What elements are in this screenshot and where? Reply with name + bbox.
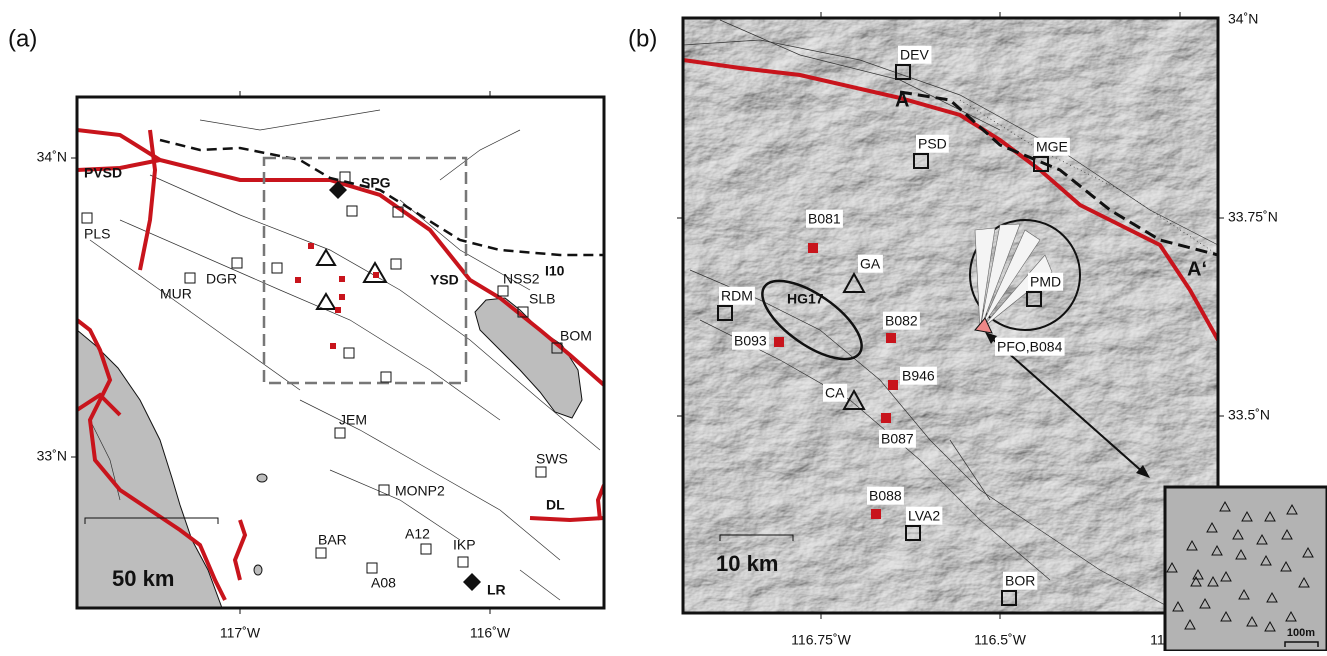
strainmeter-label: B081 — [808, 211, 841, 227]
station-label: DEV — [900, 47, 929, 63]
label-box — [732, 331, 769, 350]
lon-label: 116.5˚W — [974, 632, 1027, 648]
scale-label: 50 km — [112, 566, 174, 591]
lat-label: 33˚N — [37, 448, 67, 464]
label-box — [867, 486, 904, 505]
station-label: PLS — [84, 226, 110, 242]
label-box — [858, 254, 883, 273]
feature-label: I10 — [545, 263, 565, 279]
label-box — [719, 286, 755, 305]
feature-label: LR — [487, 582, 506, 598]
lon-label: 117˚W — [220, 625, 261, 641]
strainmeter-label: B093 — [734, 333, 767, 349]
label-box — [883, 311, 920, 330]
strainmeter-label: B087 — [881, 431, 914, 447]
station-label: MONP2 — [395, 483, 445, 499]
station-label: LVA2 — [908, 508, 940, 524]
station-label: PMD — [1030, 274, 1061, 290]
array-label: GA — [860, 256, 881, 272]
station-label: SWS — [536, 451, 568, 467]
inset-scale-label: 100m — [1287, 627, 1315, 639]
station-label: IKP — [453, 537, 476, 553]
station-label: JEM — [339, 412, 367, 428]
label-box — [879, 429, 916, 448]
station-label: DGR — [206, 271, 237, 287]
label-box — [1034, 137, 1070, 156]
lat-label: 33.5˚N — [1228, 407, 1270, 423]
lon-label: 116.75˚W — [791, 632, 851, 648]
label-box — [1003, 571, 1038, 590]
array-label: CA — [825, 385, 845, 401]
frame-a — [75, 95, 606, 610]
ticks-a — [71, 91, 491, 614]
strainmeter-label: B082 — [885, 313, 918, 329]
station-label: RDM — [721, 288, 753, 304]
feature-label: SPG — [361, 175, 391, 191]
strainmeter-label: B946 — [902, 368, 935, 384]
array-label: HG17 — [787, 291, 824, 307]
lat-label: 33.75˚N — [1228, 209, 1278, 225]
ticks-b — [677, 12, 1224, 619]
station-label: SLB — [529, 291, 555, 307]
station-label: A08 — [371, 575, 396, 591]
feature-label: DL — [546, 497, 565, 513]
panel-label: (b) — [628, 25, 657, 52]
station-label: MGE — [1036, 139, 1068, 155]
station-label: BOR — [1005, 573, 1035, 589]
label-box — [916, 134, 949, 153]
stations-b — [717, 64, 1049, 606]
scale-bar — [84, 517, 219, 524]
strainmeter-label: B088 — [869, 488, 902, 504]
map-a — [77, 97, 604, 608]
station-label: PSD — [918, 136, 947, 152]
strainmeter-label: PFO,B084 — [997, 339, 1063, 355]
station-label: A12 — [405, 526, 430, 542]
profile-label: A — [895, 89, 909, 111]
label-box — [900, 366, 937, 385]
scale-bar — [719, 534, 794, 541]
lon-label: 116˚W — [470, 625, 511, 641]
stations-a — [81, 171, 563, 591]
frame-b — [681, 16, 1220, 615]
label-box — [806, 209, 843, 228]
label-box — [906, 506, 943, 525]
station-label: BOM — [560, 328, 592, 344]
label-box — [995, 337, 1065, 356]
feature-label: PVSD — [84, 165, 122, 181]
lat-label: 34˚N — [37, 149, 67, 165]
label-box — [898, 45, 932, 64]
label-box — [1028, 272, 1064, 291]
panel-label: (a) — [8, 25, 37, 52]
station-label: MUR — [160, 286, 192, 302]
focal-rose — [969, 219, 1081, 334]
profile-label: A‘ — [1187, 258, 1207, 280]
station-label: BAR — [318, 532, 347, 548]
scale-label: 10 km — [716, 551, 778, 576]
station-label: NSS2 — [503, 271, 540, 287]
label-box — [823, 383, 848, 402]
lat-label: 34˚N — [1228, 11, 1258, 27]
map-b — [683, 18, 1218, 613]
feature-label: YSD — [430, 272, 459, 288]
